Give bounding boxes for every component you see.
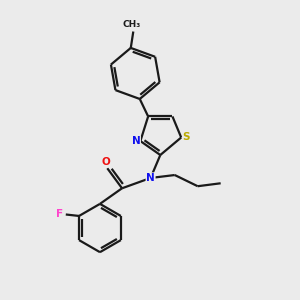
Text: O: O xyxy=(101,157,110,167)
Text: N: N xyxy=(146,173,155,183)
Text: N: N xyxy=(132,136,140,146)
Text: CH₃: CH₃ xyxy=(122,20,141,29)
Text: F: F xyxy=(56,209,63,220)
Text: S: S xyxy=(183,133,190,142)
